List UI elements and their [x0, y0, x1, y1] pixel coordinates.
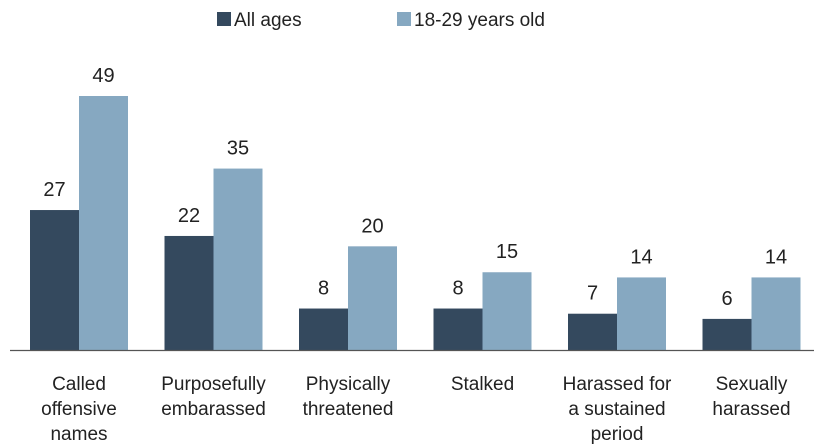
category-label-5: Sexually harassed — [712, 374, 790, 420]
value-label-18-29-3: 15 — [496, 241, 518, 263]
bar-18-29-3 — [482, 272, 532, 350]
bar-18-29-2 — [348, 246, 397, 350]
legend-label-18-29: 18-29 years old — [414, 10, 545, 31]
value-label-all-ages-1: 22 — [178, 205, 200, 227]
value-label-18-29-0: 49 — [92, 65, 114, 87]
legend-swatch-all-ages — [217, 12, 231, 26]
bar-all-ages-2 — [299, 308, 348, 350]
value-label-18-29-4: 14 — [630, 246, 652, 268]
bar-all-ages-4 — [568, 313, 617, 350]
category-label-1: Purposefully embarassed — [161, 374, 266, 420]
category-labels: Called offensive names Purposefully embarass… — [41, 374, 790, 445]
value-label-all-ages-0: 27 — [43, 179, 65, 201]
legend: All ages 18-29 years old — [217, 10, 545, 31]
bar-18-29-0 — [79, 96, 128, 350]
bars — [30, 96, 801, 350]
value-labels: 27 49 22 35 8 20 8 15 7 14 6 14 — [43, 65, 787, 310]
value-label-18-29-5: 14 — [765, 246, 787, 268]
value-label-all-ages-2: 8 — [318, 278, 329, 300]
category-label-2: Physically threatened — [303, 374, 394, 420]
bar-all-ages-3 — [433, 308, 483, 350]
bar-18-29-4 — [617, 277, 666, 350]
category-label-4: Harassed for a sustained period — [563, 374, 672, 445]
category-label-0: Called offensive names — [41, 374, 117, 445]
value-label-all-ages-3: 8 — [452, 278, 463, 300]
value-label-all-ages-4: 7 — [587, 283, 598, 305]
value-label-all-ages-5: 6 — [721, 288, 732, 310]
legend-label-all-ages: All ages — [234, 10, 302, 31]
bar-all-ages-1 — [164, 235, 214, 350]
value-label-18-29-1: 35 — [227, 138, 249, 160]
bar-all-ages-5 — [702, 318, 752, 350]
value-label-18-29-2: 20 — [361, 215, 383, 237]
bar-all-ages-0 — [30, 210, 79, 350]
category-label-3: Stalked — [451, 374, 514, 395]
legend-swatch-18-29 — [397, 12, 411, 26]
bar-18-29-1 — [213, 168, 263, 350]
bar-18-29-5 — [751, 277, 801, 350]
